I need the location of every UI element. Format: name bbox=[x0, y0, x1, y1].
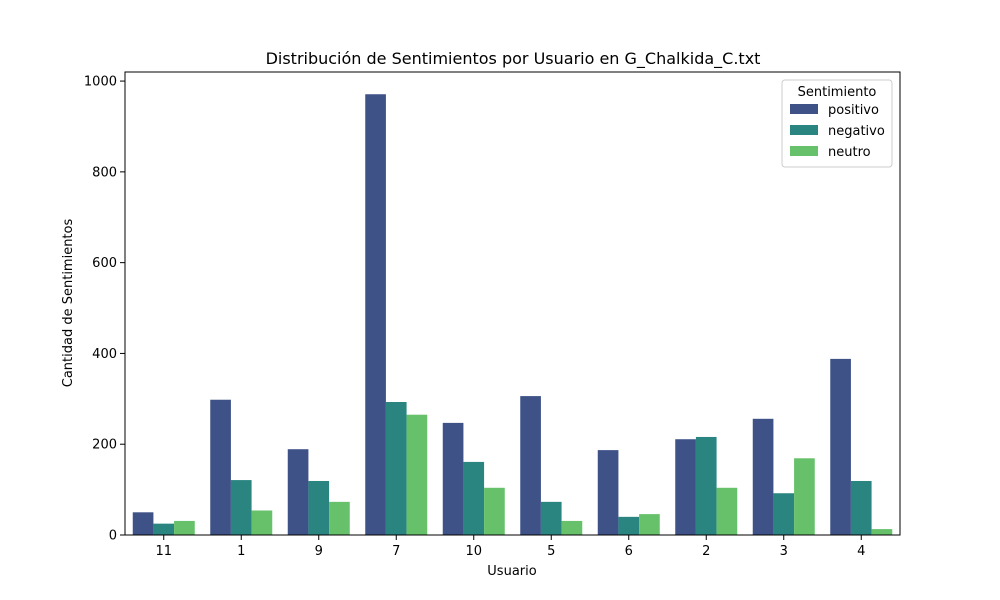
bar-neutro-2 bbox=[716, 487, 738, 535]
x-tick-label: 3 bbox=[780, 544, 788, 559]
legend-label-positivo: positivo bbox=[828, 103, 879, 118]
plot-frame bbox=[124, 71, 901, 536]
x-tick-label: 9 bbox=[315, 544, 323, 559]
legend-label-neutro: neutro bbox=[828, 145, 871, 160]
x-tick-label: 4 bbox=[857, 544, 865, 559]
bar-negativo-9 bbox=[308, 480, 330, 535]
bar-negativo-11 bbox=[153, 523, 175, 535]
legend-label-negativo: negativo bbox=[828, 124, 885, 139]
y-tick-label: 600 bbox=[92, 256, 117, 271]
bar-negativo-10 bbox=[463, 461, 485, 535]
x-axis-title: Usuario bbox=[487, 564, 536, 579]
bar-negativo-7 bbox=[385, 402, 407, 535]
x-tick-label: 7 bbox=[392, 544, 400, 559]
bar-negativo-3 bbox=[773, 493, 795, 535]
bar-positivo-9 bbox=[287, 449, 309, 535]
bar-neutro-10 bbox=[484, 487, 505, 535]
bar-neutro-11 bbox=[174, 520, 195, 535]
bar-neutro-6 bbox=[639, 514, 660, 535]
bar-positivo-4 bbox=[830, 358, 851, 535]
bar-positivo-1 bbox=[210, 399, 231, 535]
y-tick-label: 200 bbox=[92, 438, 117, 453]
y-tick-label: 400 bbox=[92, 347, 117, 362]
bar-positivo-2 bbox=[675, 439, 696, 535]
bar-positivo-10 bbox=[442, 422, 464, 535]
x-tick-label: 5 bbox=[547, 544, 555, 559]
bar-negativo-2 bbox=[695, 436, 717, 535]
bar-neutro-5 bbox=[561, 520, 583, 535]
bar-negativo-1 bbox=[230, 480, 252, 535]
bar-positivo-5 bbox=[520, 396, 541, 535]
y-tick-label: 0 bbox=[109, 529, 117, 544]
bar-positivo-7 bbox=[365, 94, 386, 535]
bar-positivo-11 bbox=[132, 512, 154, 535]
legend-swatch-negativo bbox=[790, 125, 818, 135]
x-tick-label: 11 bbox=[155, 544, 172, 559]
bar-negativo-4 bbox=[850, 480, 872, 535]
legend: Sentimiento positivo negativo neutro bbox=[781, 79, 893, 168]
bar-positivo-6 bbox=[597, 450, 619, 535]
y-axis: 0 200 400 600 800 1000 bbox=[84, 75, 125, 544]
bar-neutro-3 bbox=[794, 458, 815, 535]
x-tick-label: 2 bbox=[702, 544, 710, 559]
bar-negativo-5 bbox=[540, 501, 562, 535]
plot-area bbox=[132, 94, 893, 535]
legend-title: Sentimiento bbox=[798, 85, 877, 100]
y-tick-label: 800 bbox=[92, 165, 117, 180]
bar-neutro-9 bbox=[329, 501, 350, 535]
bar-positivo-3 bbox=[752, 418, 774, 535]
x-tick-label: 10 bbox=[465, 544, 482, 559]
legend-box bbox=[781, 79, 893, 168]
bar-neutro-4 bbox=[871, 529, 893, 535]
x-axis: 11 1 9 7 10 5 6 2 3 4 bbox=[155, 535, 865, 559]
x-tick-label: 1 bbox=[237, 544, 245, 559]
chart-title: Distribución de Sentimientos por Usuario… bbox=[266, 49, 761, 69]
bar-neutro-7 bbox=[406, 414, 428, 535]
x-tick-label: 6 bbox=[625, 544, 633, 559]
y-axis-title: Cantidad de Sentimientos bbox=[61, 219, 76, 388]
bar-negativo-6 bbox=[618, 516, 640, 535]
y-tick-label: 1000 bbox=[84, 75, 117, 90]
bar-neutro-1 bbox=[251, 510, 273, 535]
legend-swatch-neutro bbox=[790, 146, 818, 156]
legend-swatch-positivo bbox=[790, 104, 818, 114]
